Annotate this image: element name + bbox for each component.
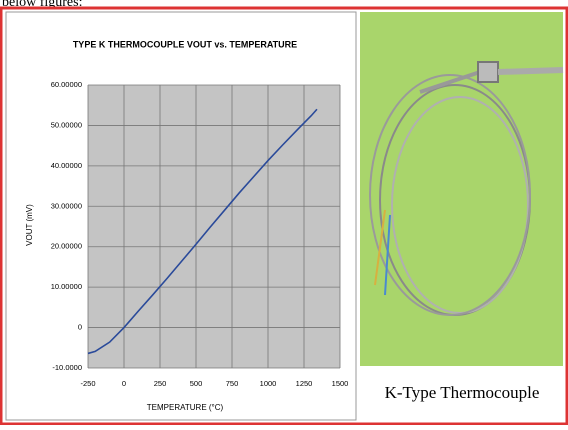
x-tick-label: 750 bbox=[226, 379, 239, 388]
x-tick-label: 0 bbox=[122, 379, 126, 388]
x-tick-label: 1250 bbox=[296, 379, 313, 388]
y-tick-label: 30.00000 bbox=[51, 201, 82, 210]
x-tick-label: 250 bbox=[154, 379, 167, 388]
y-tick-label: 60.00000 bbox=[51, 80, 82, 89]
fitting bbox=[478, 62, 498, 82]
y-tick-label: 20.00000 bbox=[51, 242, 82, 251]
y-tick-label: 40.00000 bbox=[51, 161, 82, 170]
probe bbox=[498, 70, 563, 72]
x-tick-label: 500 bbox=[190, 379, 203, 388]
x-tick-label: 1500 bbox=[332, 379, 349, 388]
y-tick-label: -10.0000 bbox=[52, 363, 82, 372]
x-axis-label: TEMPERATURE (°C) bbox=[147, 403, 224, 412]
y-tick-label: 0 bbox=[78, 323, 82, 332]
photo-caption: K-Type Thermocouple bbox=[385, 383, 540, 402]
page: below figures: K-Type Thermocouple TYPE … bbox=[0, 0, 568, 425]
x-tick-label: -250 bbox=[80, 379, 95, 388]
y-axis-label: VOUT (mV) bbox=[25, 204, 34, 246]
document: below figures: K-Type Thermocouple TYPE … bbox=[0, 0, 568, 425]
y-tick-label: 10.00000 bbox=[51, 282, 82, 291]
chart-title: TYPE K THERMOCOUPLE VOUT vs. TEMPERATURE bbox=[73, 39, 297, 49]
x-tick-label: 1000 bbox=[260, 379, 277, 388]
y-tick-label: 50.00000 bbox=[51, 120, 82, 129]
